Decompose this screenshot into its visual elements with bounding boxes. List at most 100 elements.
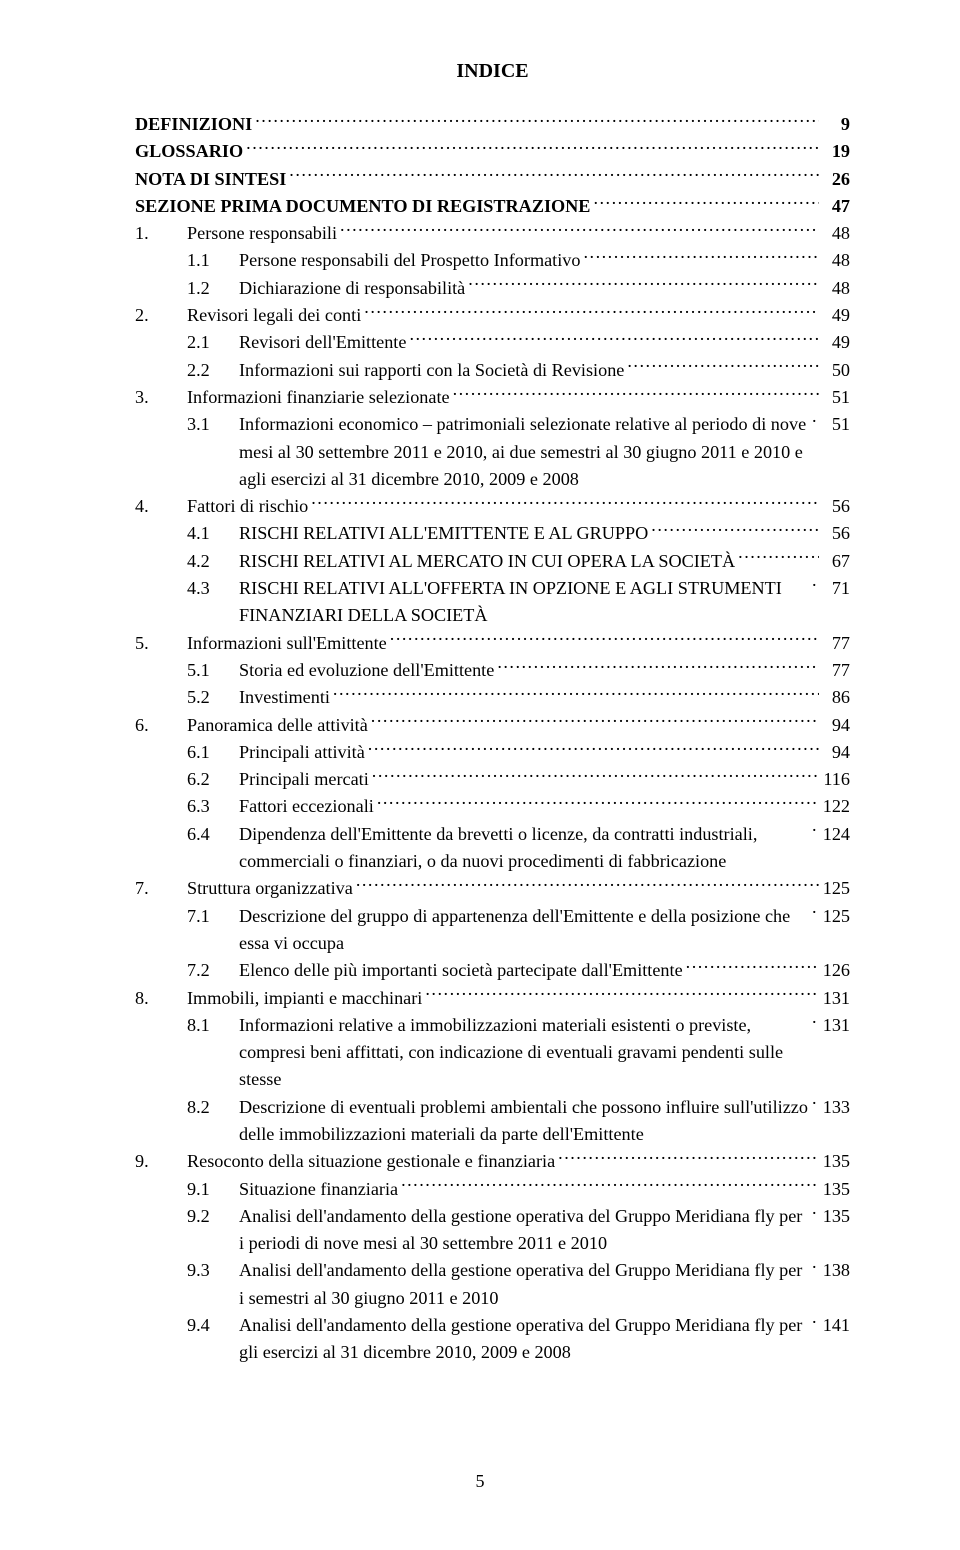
toc-entry-number: 8. xyxy=(135,985,187,1012)
toc-entry-text: Immobili, impianti e macchinari xyxy=(187,985,422,1012)
toc-entry: 7.2Elenco delle più importanti società p… xyxy=(135,957,850,984)
toc-entry-number: 7.2 xyxy=(187,957,239,984)
toc-entry: 8.Immobili, impianti e macchinari 131 xyxy=(135,985,850,1012)
toc-entry: 4.1RISCHI RELATIVI ALL'EMITTENTE E AL GR… xyxy=(135,520,850,547)
toc-entry: 5.2Investimenti86 xyxy=(135,684,850,711)
toc-leader-dots xyxy=(593,194,819,212)
toc-leader-dots xyxy=(364,303,819,321)
toc-entry: 6.1Principali attività 94 xyxy=(135,739,850,766)
toc-entry-page: 51 xyxy=(822,384,850,411)
toc-entry-page: 124 xyxy=(822,821,850,848)
toc-entry-number: 1. xyxy=(135,220,187,247)
toc-entry-number: 9.4 xyxy=(187,1312,239,1339)
toc-entry-number: 5. xyxy=(135,630,187,657)
toc-leader-dots xyxy=(812,822,819,840)
toc-entry-text: Struttura organizzativa xyxy=(187,875,353,902)
toc-entry-page: 94 xyxy=(822,712,850,739)
toc-entry: 7.Struttura organizzativa 125 xyxy=(135,875,850,902)
toc-entry-number: 2.1 xyxy=(187,329,239,356)
toc-title: INDICE xyxy=(135,60,850,83)
toc-entry-text: Descrizione di eventuali problemi ambien… xyxy=(239,1094,809,1149)
toc-entry-page: 77 xyxy=(822,657,850,684)
toc-entry: 9.2Analisi dell'andamento della gestione… xyxy=(135,1203,850,1258)
toc-entry: 2.2Informazioni sui rapporti con la Soci… xyxy=(135,357,850,384)
toc-entry: SEZIONE PRIMA DOCUMENTO DI REGISTRAZIONE… xyxy=(135,193,850,220)
toc-entry: 6.4Dipendenza dell'Emittente da brevetti… xyxy=(135,821,850,876)
toc-entry-text: Revisori legali dei conti xyxy=(187,302,361,329)
toc-leader-dots xyxy=(311,494,819,512)
toc-entry-number: 7.1 xyxy=(187,903,239,930)
toc-leader-dots xyxy=(812,1095,819,1113)
toc-entry-page: 141 xyxy=(822,1312,850,1339)
toc-leader-dots xyxy=(812,412,819,430)
toc-entry: 2.Revisori legali dei conti49 xyxy=(135,302,850,329)
toc-entry-text: Analisi dell'andamento della gestione op… xyxy=(239,1312,809,1367)
toc-entry-page: 86 xyxy=(822,684,850,711)
toc-entry-text: Descrizione del gruppo di appartenenza d… xyxy=(239,903,809,958)
toc-entry: 4.2RISCHI RELATIVI AL MERCATO IN CUI OPE… xyxy=(135,548,850,575)
toc-entry-number: 6.1 xyxy=(187,739,239,766)
toc-entry-number: 3. xyxy=(135,384,187,411)
toc-entry: 8.2Descrizione di eventuali problemi amb… xyxy=(135,1094,850,1149)
toc-entry-page: 77 xyxy=(822,630,850,657)
toc-entry-page: 125 xyxy=(822,903,850,930)
toc-entry-text: Dichiarazione di responsabilità xyxy=(239,275,465,302)
toc-leader-dots xyxy=(468,276,819,294)
toc-entry: 1.2Dichiarazione di responsabilità48 xyxy=(135,275,850,302)
toc-entry: 3.Informazioni finanziarie selezionate51 xyxy=(135,384,850,411)
toc-entry-text: Analisi dell'andamento della gestione op… xyxy=(239,1203,809,1258)
toc-leader-dots xyxy=(812,1258,819,1276)
toc-leader-dots xyxy=(372,767,819,785)
toc-leader-dots xyxy=(289,166,819,184)
toc-entry: 6.Panoramica delle attività94 xyxy=(135,712,850,739)
toc-entry-text: Informazioni sui rapporti con la Società… xyxy=(239,357,624,384)
toc-entry-page: 50 xyxy=(822,357,850,384)
toc-entry-page: 135 xyxy=(822,1148,850,1175)
toc-entry-number: 8.2 xyxy=(187,1094,239,1121)
toc-entry-page: 94 xyxy=(822,739,850,766)
toc-leader-dots xyxy=(409,330,819,348)
toc-entry-number: 6. xyxy=(135,712,187,739)
toc-entry-number: 6.4 xyxy=(187,821,239,848)
toc-entry-number: 6.2 xyxy=(187,766,239,793)
toc-entry-page: 71 xyxy=(822,575,850,602)
toc-entry-number: 9.1 xyxy=(187,1176,239,1203)
toc-leader-dots xyxy=(812,1313,819,1331)
toc-entry-page: 135 xyxy=(822,1176,850,1203)
toc-entry: 4.3RISCHI RELATIVI ALL'OFFERTA IN OPZION… xyxy=(135,575,850,630)
toc-entry: 9.1Situazione finanziaria135 xyxy=(135,1176,850,1203)
toc-entry-page: 56 xyxy=(822,520,850,547)
toc-leader-dots xyxy=(371,712,819,730)
toc-leader-dots xyxy=(812,1204,819,1222)
toc-entry: 5.Informazioni sull'Emittente77 xyxy=(135,630,850,657)
toc-entry: 4.Fattori di rischio56 xyxy=(135,493,850,520)
page-number-footer: 5 xyxy=(0,1471,960,1492)
toc-entry-page: 135 xyxy=(822,1203,850,1230)
toc-entry-page: 19 xyxy=(822,138,850,165)
toc-entry-number: 5.1 xyxy=(187,657,239,684)
toc-entry-text: Informazioni economico – patrimoniali se… xyxy=(239,411,809,493)
toc-entry-page: 67 xyxy=(822,548,850,575)
toc-entry-page: 131 xyxy=(822,985,850,1012)
document-page: INDICE DEFINIZIONI9GLOSSARIO19NOTA DI SI… xyxy=(0,0,960,1550)
toc-entry-text: Informazioni relative a immobilizzazioni… xyxy=(239,1012,809,1094)
toc-entry: 2.1Revisori dell'Emittente49 xyxy=(135,329,850,356)
toc-entry-text: Fattori di rischio xyxy=(187,493,308,520)
toc-leader-dots xyxy=(558,1149,819,1167)
toc-leader-dots xyxy=(401,1176,819,1194)
toc-entry-number: 7. xyxy=(135,875,187,902)
toc-entry-page: 9 xyxy=(822,111,850,138)
toc-entry: 1.Persone responsabili48 xyxy=(135,220,850,247)
toc-entry-text: Storia ed evoluzione dell'Emittente xyxy=(239,657,494,684)
toc-leader-dots xyxy=(453,385,819,403)
toc-entry-number: 8.1 xyxy=(187,1012,239,1039)
toc-leader-dots xyxy=(686,958,819,976)
toc-leader-dots xyxy=(377,794,819,812)
toc-entry-page: 125 xyxy=(822,875,850,902)
toc-entry-number: 9.2 xyxy=(187,1203,239,1230)
toc-leader-dots xyxy=(333,685,819,703)
toc-entry-number: 3.1 xyxy=(187,411,239,438)
toc-entry-text: Principali attività xyxy=(239,739,365,766)
toc-entry: 9.Resoconto della situazione gestionale … xyxy=(135,1148,850,1175)
toc-entry: NOTA DI SINTESI26 xyxy=(135,166,850,193)
